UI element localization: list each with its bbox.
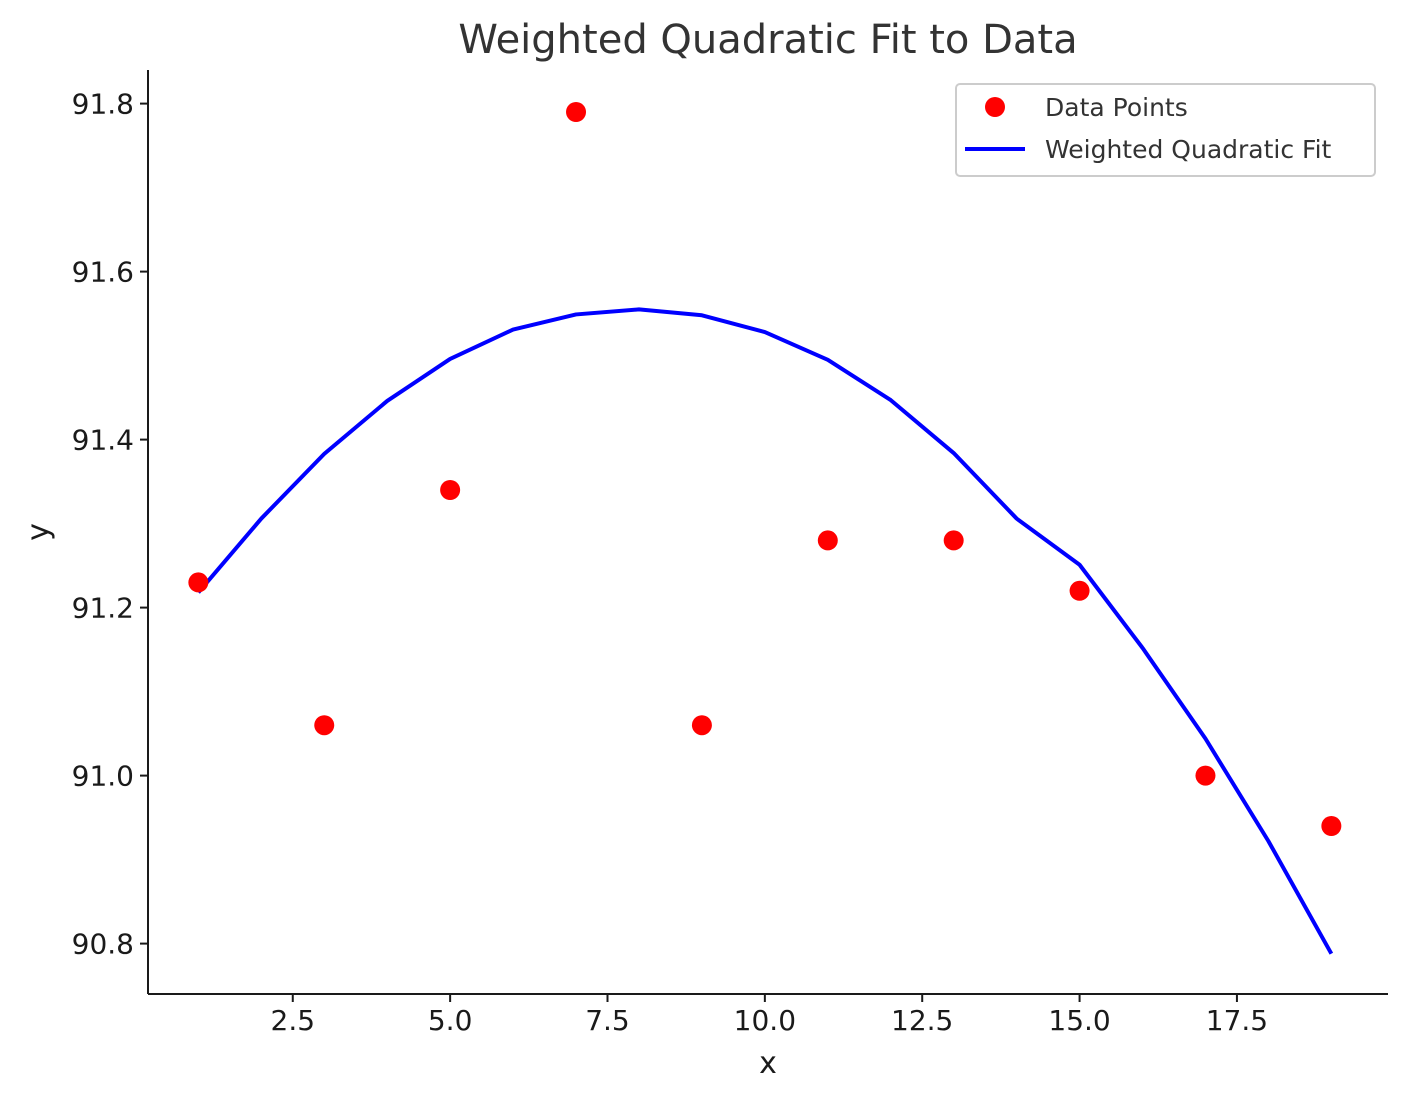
y-ticks: 90.8 91.0 91.2 91.4 91.6 91.8 — [72, 88, 148, 961]
y-tick-label: 91.4 — [72, 424, 134, 457]
y-axis-label: y — [21, 523, 56, 541]
data-point — [1195, 765, 1216, 786]
x-tick-label: 7.5 — [585, 1004, 630, 1037]
legend-label-weighted-quadratic-fit: Weighted Quadratic Fit — [1045, 135, 1332, 164]
y-tick-label: 91.2 — [72, 592, 134, 625]
data-point — [1069, 580, 1090, 601]
legend-frame — [955, 83, 1376, 177]
data-point — [691, 715, 712, 736]
data-point — [314, 715, 335, 736]
legend-marker-data-points — [985, 97, 1005, 117]
data-point — [943, 530, 964, 551]
x-tick-label: 17.5 — [1206, 1004, 1268, 1037]
fit-line — [196, 307, 1334, 955]
legend-label-data-points: Data Points — [1045, 93, 1188, 122]
data-point — [566, 102, 587, 122]
x-ticks: 2.5 5.0 7.5 10.0 12.5 15.0 17.5 — [271, 994, 1268, 1037]
x-axis-label: x — [759, 1046, 777, 1081]
x-tick-label: 5.0 — [428, 1004, 473, 1037]
x-tick-label: 12.5 — [891, 1004, 953, 1037]
plot-area: 2.5 5.0 7.5 10.0 12.5 15.0 17.5 90.8 91.0 91.2 91… — [72, 70, 1388, 1037]
x-tick-label: 2.5 — [271, 1004, 316, 1037]
data-point — [440, 480, 461, 500]
x-tick-label: 15.0 — [1048, 1004, 1110, 1037]
legend: Data Points Weighted Quadratic Fit — [955, 83, 1376, 177]
data-point — [1321, 816, 1342, 836]
data-point — [817, 530, 838, 551]
chart-title: Weighted Quadratic Fit to Data — [458, 17, 1077, 63]
data-point — [188, 572, 209, 593]
y-tick-label: 91.8 — [72, 88, 134, 121]
y-tick-label: 91.6 — [72, 256, 134, 289]
y-tick-label: 90.8 — [72, 928, 134, 961]
y-tick-label: 91.0 — [72, 760, 134, 793]
x-tick-label: 10.0 — [734, 1004, 796, 1037]
series-layer — [188, 102, 1342, 955]
